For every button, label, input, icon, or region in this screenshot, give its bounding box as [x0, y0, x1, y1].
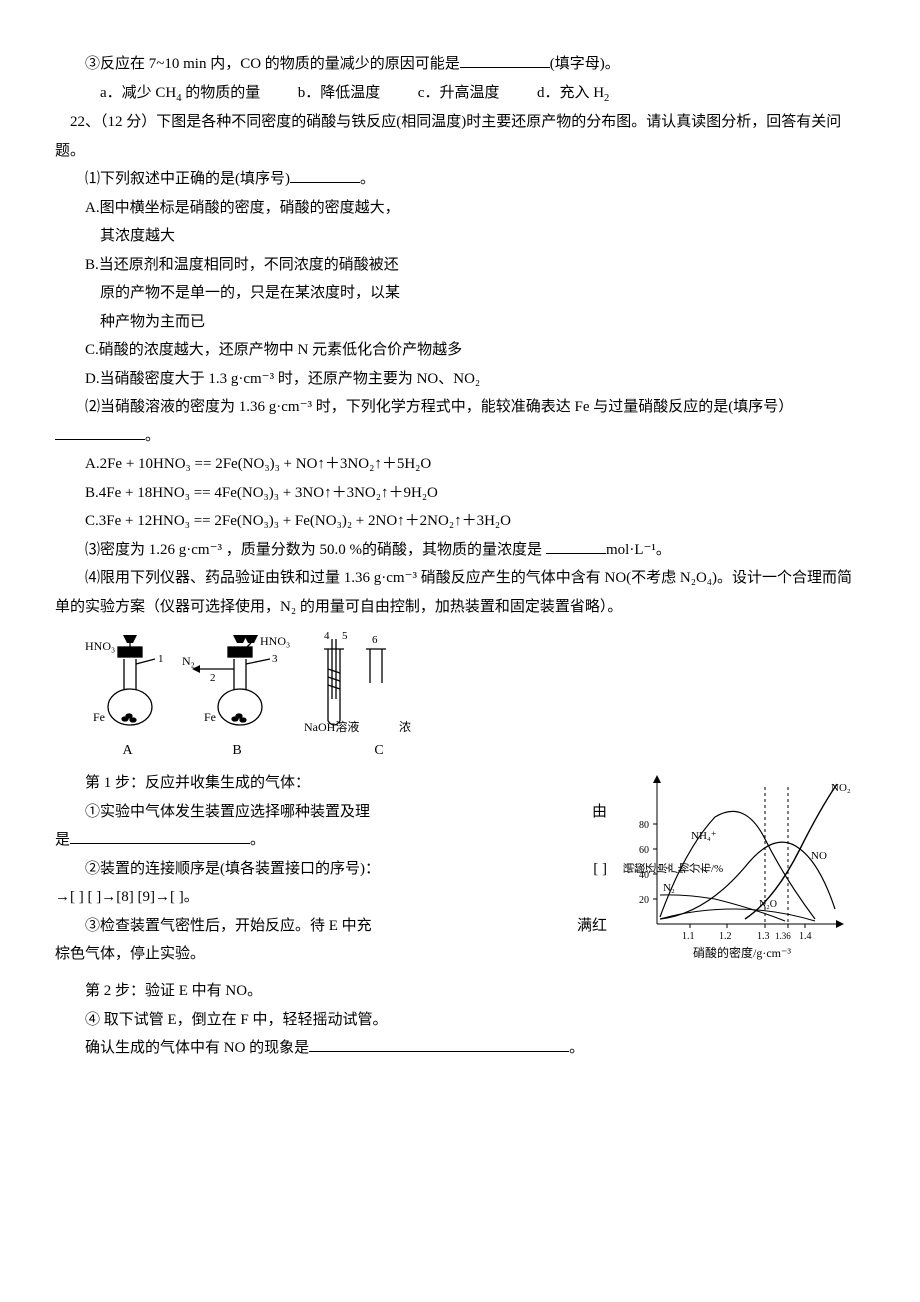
q22-3-pre: ⑶密度为 1.26 g·cm⁻³ ，质量分数为 50.0 %的硝酸，其物质的量浓…	[85, 542, 542, 558]
opt-b: b．降低温度	[298, 79, 381, 109]
B-hno3: HNO₃	[260, 634, 290, 648]
apparatus-A: HNO₃ 1 Fe A	[85, 629, 170, 765]
blank-phenomenon	[309, 1051, 569, 1052]
eq-B: B.4Fe + 18HNO₃ == 4Fe(NO₃)₃ + 3NO↑＋3NO₂↑…	[55, 479, 865, 508]
eq-A: A.2Fe + 10HNO₃ == 2Fe(NO₃)₃ + NO↑＋3NO₂↑＋…	[55, 450, 865, 479]
A-label: A	[122, 738, 132, 765]
q22-3-post: mol·L⁻¹。	[606, 542, 671, 558]
q21-3-pre: ③反应在 7~10 min 内，CO 的物质的量减少的原因可能是	[85, 56, 460, 72]
opt-A-line2: 其浓度越大	[55, 222, 865, 251]
opt-A-line1: A.图中横坐标是硝酸的密度，硝酸的密度越大，	[55, 194, 865, 223]
blank-device	[70, 843, 250, 844]
q22-2: ⑵当硝酸溶液的密度为 1.36 g·cm⁻³ 时，下列化学方程式中，能较准确表达…	[55, 393, 865, 450]
B-fe: Fe	[204, 710, 216, 724]
q22-2-post: 。	[145, 428, 160, 444]
q22-1-pre: ⑴下列叙述中正确的是(填序号)	[85, 171, 290, 187]
B-n2: N₂	[182, 654, 195, 668]
B-num2: 2	[210, 672, 216, 684]
opt-B-line2: 原的产物不是单一的，只是在某浓度时，以某	[55, 279, 865, 308]
chart-ylabel: 硝酸还原产物分布/%	[623, 863, 724, 876]
C-num4: 4	[324, 630, 330, 642]
chart-xlabel: 硝酸的密度/g·cm⁻³	[693, 945, 791, 960]
C-naoh: NaOH溶液	[304, 719, 359, 734]
opt-C: C.硝酸的浓度越大，还原产物中 N 元素低化合价产物越多	[55, 336, 865, 365]
step2: 第 2 步：验证 E 中有 NO。	[55, 977, 865, 1006]
C-num5: 5	[342, 630, 348, 642]
flask-A-svg: HNO₃ 1 Fe	[85, 629, 170, 734]
eq-C: C.3Fe + 12HNO₃ == 2Fe(NO₃)₃ + Fe(NO₃)₂ +…	[55, 507, 865, 536]
step2-4: ④ 取下试管 E，倒立在 F 中，轻轻摇动试管。	[55, 1006, 865, 1035]
opt-d: d．充入 H2	[537, 79, 609, 109]
q22-1-post: 。	[360, 171, 375, 187]
chart-svg: 20 40 60 80 1.1 1.2 1.3 1.36 1.4 NO₂ NH₄…	[615, 769, 865, 969]
opt-a: a．减少 CH4 的物质的量	[100, 79, 260, 109]
B-label: B	[232, 738, 241, 765]
apparatus-C: 4 5 6 NaOH溶液 浓 C	[304, 629, 454, 765]
svg-text:1.36: 1.36	[775, 931, 791, 941]
svg-text:1.2: 1.2	[719, 931, 732, 942]
apparatus-B: N₂ HNO₃ 2 3 Fe B	[182, 629, 292, 765]
svg-text:80: 80	[639, 820, 649, 831]
svg-text:NH₄⁺: NH₄⁺	[691, 830, 717, 842]
q21-3-line: ③反应在 7~10 min 内，CO 的物质的量减少的原因可能是 (填字母)。	[55, 50, 865, 79]
q22-head: 22、（12 分）下图是各种不同密度的硝酸与铁反应(相同温度)时主要还原产物的分…	[55, 108, 865, 165]
svg-text:1.1: 1.1	[682, 931, 695, 942]
q22-4: ⑷限用下列仪器、药品验证由铁和过量 1.36 g·cm⁻³ 硝酸反应产生的气体中…	[55, 564, 865, 621]
A-fe: Fe	[93, 710, 105, 724]
q21-3-options: a．减少 CH4 的物质的量 b．降低温度 c．升高温度 d．充入 H2	[55, 79, 865, 109]
steps-with-chart: 20 40 60 80 1.1 1.2 1.3 1.36 1.4 NO₂ NH₄…	[55, 769, 865, 977]
C-num6: 6	[372, 634, 378, 646]
q22-3: ⑶密度为 1.26 g·cm⁻³ ，质量分数为 50.0 %的硝酸，其物质的量浓…	[55, 536, 865, 565]
svg-text:N₂: N₂	[663, 882, 675, 894]
svg-text:NO: NO	[811, 850, 827, 862]
blank-2	[55, 439, 145, 440]
flask-B-svg: N₂ HNO₃ 2 3 Fe	[182, 629, 292, 734]
blank-1	[290, 182, 360, 183]
svg-text:NO₂: NO₂	[831, 782, 851, 794]
A-hno3: HNO₃	[85, 639, 115, 653]
B-num3: 3	[272, 653, 278, 665]
opt-c: c．升高温度	[418, 79, 500, 109]
apparatus-row: HNO₃ 1 Fe A	[85, 629, 865, 765]
q22-1: ⑴下列叙述中正确的是(填序号) 。	[55, 165, 865, 194]
svg-text:1.3: 1.3	[757, 931, 770, 942]
svg-text:1.4: 1.4	[799, 931, 812, 942]
opt-B-line1: B.当还原剂和温度相同时，不同浓度的硝酸被还	[55, 251, 865, 280]
blank-3	[546, 553, 606, 554]
distribution-chart: 20 40 60 80 1.1 1.2 1.3 1.36 1.4 NO₂ NH₄…	[615, 769, 865, 969]
opt-D: D.当硝酸密度大于 1.3 g·cm⁻³ 时，还原产物主要为 NO、NO₂	[55, 365, 865, 394]
flask-C-svg: 4 5 6 NaOH溶液 浓	[304, 629, 454, 734]
opt-B-line3: 种产物为主而已	[55, 308, 865, 337]
step2-confirm: 确认生成的气体中有 NO 的现象是。	[55, 1034, 865, 1063]
svg-text:60: 60	[639, 845, 649, 856]
C-conc: 浓	[399, 720, 411, 734]
q22-2-pre: ⑵当硝酸溶液的密度为 1.36 g·cm⁻³ 时，下列化学方程式中，能较准确表达…	[85, 399, 793, 415]
blank-cause	[460, 67, 550, 68]
C-label: C	[374, 738, 383, 765]
q21-3-post: (填字母)。	[550, 56, 620, 72]
svg-text:20: 20	[639, 895, 649, 906]
A-num1: 1	[158, 653, 164, 665]
svg-text:N₂O: N₂O	[759, 899, 777, 910]
